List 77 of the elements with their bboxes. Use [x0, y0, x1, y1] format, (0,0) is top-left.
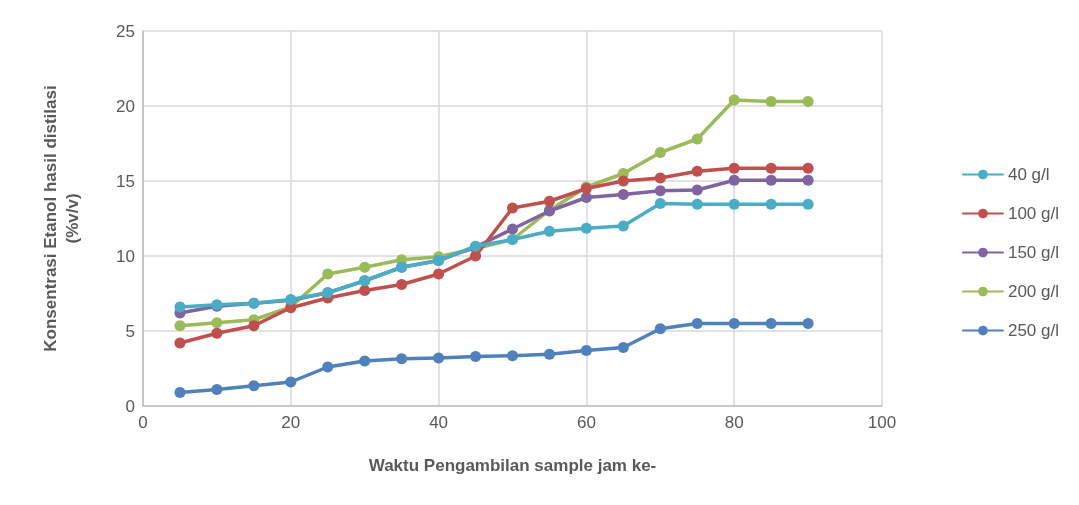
point — [654, 198, 666, 209]
point — [691, 133, 703, 145]
x-tick-label: 60 — [576, 413, 596, 432]
point — [543, 348, 555, 360]
y-tick-label: 0 — [125, 396, 135, 416]
point — [396, 279, 408, 290]
point — [359, 355, 371, 367]
point — [507, 202, 518, 214]
x-tick-label: 80 — [724, 413, 744, 432]
point — [470, 250, 482, 262]
point — [174, 387, 186, 398]
point — [654, 323, 666, 335]
legend-label: 40 g/l — [1007, 165, 1050, 184]
x-tick-label: 40 — [429, 413, 449, 432]
point — [654, 147, 666, 158]
point — [691, 165, 703, 177]
x-axis-title: Waktu Pengambilan sample jam ke- — [368, 455, 657, 475]
point — [617, 189, 629, 200]
point — [580, 222, 592, 234]
point — [765, 198, 777, 210]
legend-label: 100 g/l — [1007, 204, 1060, 223]
point — [691, 184, 703, 196]
point — [285, 376, 297, 388]
point — [765, 96, 777, 107]
point — [174, 337, 186, 349]
x-tick-label: 20 — [281, 413, 301, 432]
point — [728, 94, 740, 106]
point — [654, 172, 666, 184]
legend-label: 200 g/l — [1007, 282, 1060, 301]
point — [359, 261, 371, 273]
point — [322, 268, 334, 280]
point — [248, 320, 260, 332]
point — [728, 174, 740, 186]
point — [470, 351, 482, 362]
point — [617, 175, 629, 187]
point — [433, 352, 445, 364]
point — [728, 162, 740, 174]
point — [174, 301, 186, 313]
point — [765, 174, 777, 186]
point — [359, 285, 371, 296]
point — [211, 384, 223, 395]
point — [802, 318, 814, 329]
point — [580, 345, 592, 356]
y-tick-label: 5 — [125, 321, 135, 341]
point — [174, 320, 186, 332]
point — [211, 327, 223, 339]
x-tick-label: 0 — [138, 413, 148, 432]
point — [211, 317, 223, 329]
point — [765, 318, 777, 329]
point — [802, 174, 814, 186]
point — [802, 162, 814, 174]
point — [322, 361, 334, 373]
x-tick-label: 100 — [867, 413, 897, 432]
y-axis-title: Konsentrasi Etanol hasil distilasi (%v/v) — [40, 85, 82, 352]
point — [802, 198, 814, 210]
point — [433, 268, 445, 280]
legend-label: 250 g/l — [1007, 321, 1060, 340]
point — [543, 225, 555, 237]
point — [654, 185, 666, 197]
point — [507, 350, 518, 362]
point — [728, 318, 740, 329]
point — [617, 220, 629, 232]
point — [802, 96, 814, 107]
y-tick-label: 25 — [116, 21, 135, 41]
y-tick-label: 20 — [116, 96, 135, 116]
point — [543, 195, 555, 207]
y-tick-label: 15 — [116, 171, 135, 191]
point — [617, 342, 629, 353]
point — [765, 162, 777, 174]
y-tick-label: 10 — [116, 246, 135, 266]
point — [248, 380, 260, 392]
point — [691, 198, 703, 210]
point — [691, 318, 703, 329]
point — [507, 223, 518, 235]
legend-label: 150 g/l — [1007, 243, 1060, 262]
point — [728, 198, 740, 210]
point — [396, 353, 408, 365]
